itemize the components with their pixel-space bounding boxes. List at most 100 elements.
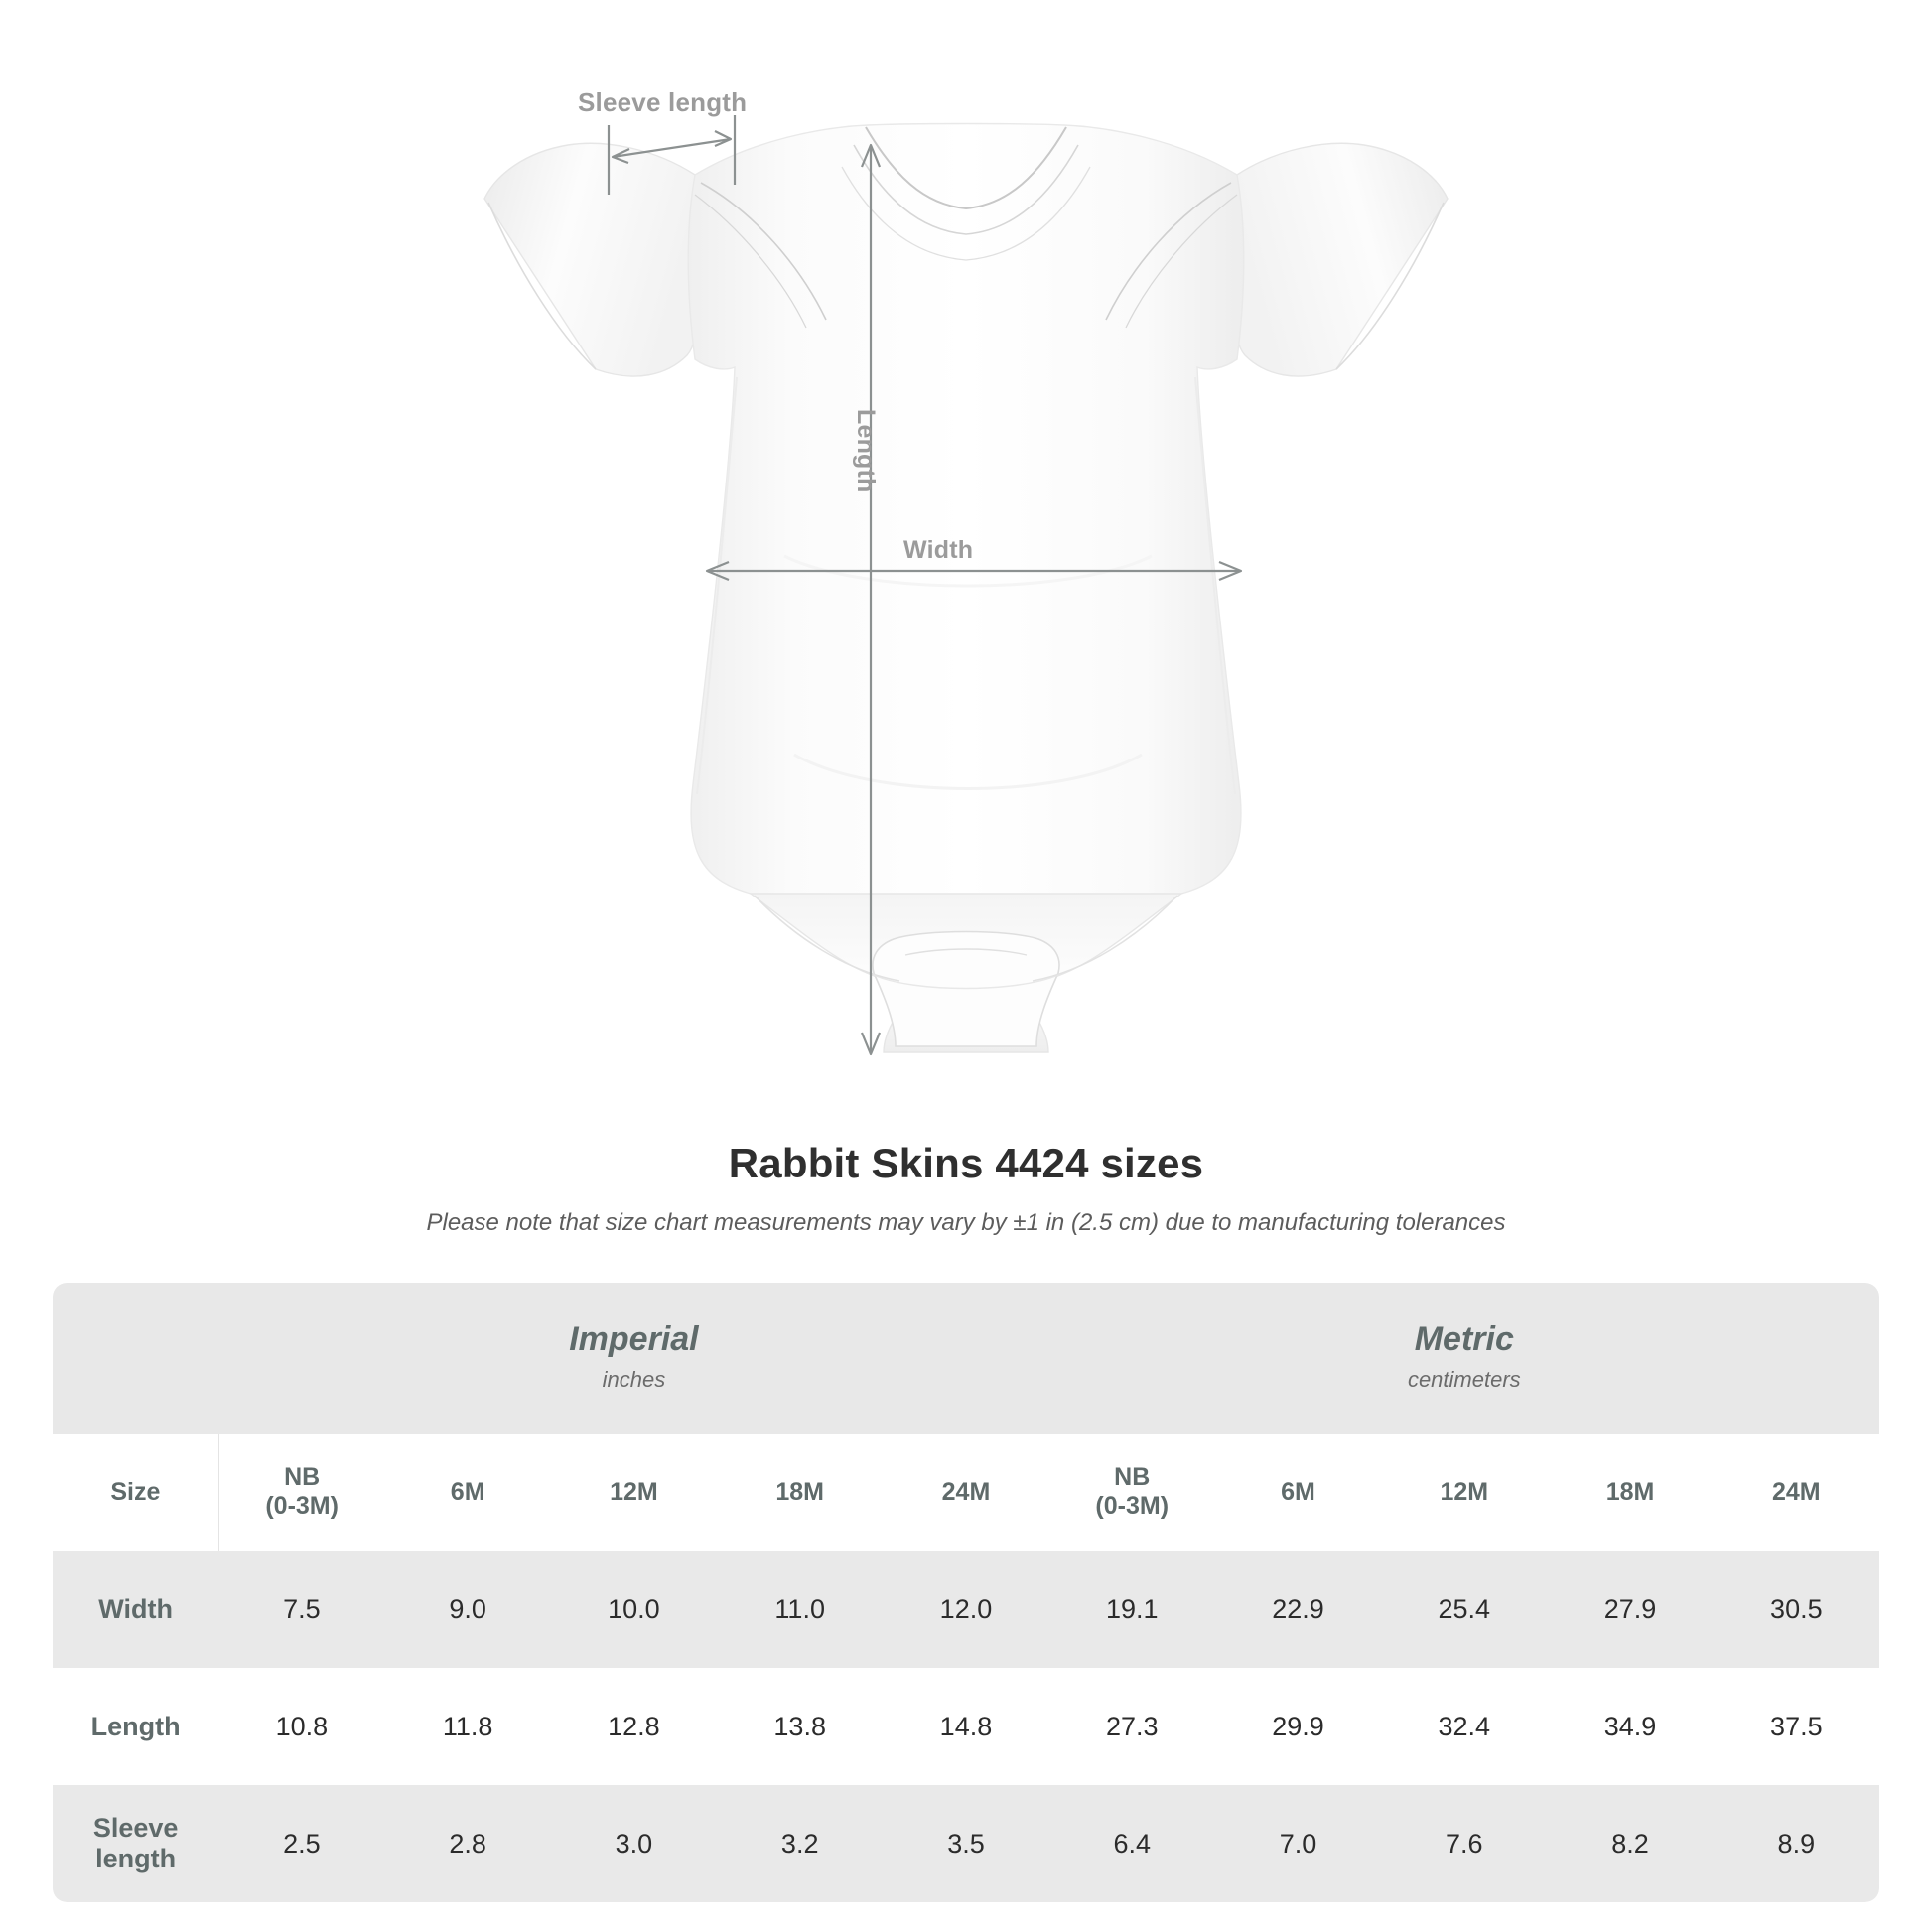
cell-width-1: 9.0 [384, 1551, 551, 1668]
cell-length-5: 27.3 [1048, 1668, 1215, 1785]
header-col-6: 6M [1214, 1434, 1382, 1551]
header-col-3-main: 18M [775, 1477, 825, 1506]
garment-body [483, 122, 1449, 1053]
header-col-7-main: 12M [1440, 1477, 1489, 1506]
row-label-length: Length [53, 1668, 219, 1785]
fabric-fold-2 [793, 753, 1143, 790]
page-title: Rabbit Skins 4424 sizes [728, 1140, 1204, 1186]
unit-sub-imperial: inches [602, 1366, 666, 1392]
header-col-2: 12M [550, 1434, 718, 1551]
cell-sleeve-0: 2.5 [218, 1785, 385, 1902]
left-side-fold [696, 376, 738, 795]
header-col-5-sub: (0-3M) [1095, 1492, 1170, 1520]
garment-diagram: Sleeve length Length Width [483, 87, 1449, 1056]
header-col-4: 24M [883, 1434, 1049, 1551]
size-table-wrapper: Imperial inches Metric centimeters Size … [53, 1283, 1879, 1902]
title-block: Rabbit Skins 4424 sizes Please note that… [0, 1140, 1932, 1237]
sleeve-length-dimension-label: Sleeve length [578, 87, 748, 117]
cell-sleeve-7: 7.6 [1381, 1785, 1548, 1902]
cell-width-9: 30.5 [1713, 1551, 1879, 1668]
width-dimension-label: Width [903, 536, 974, 564]
right-sleeve-hem [1335, 202, 1445, 370]
cell-length-3: 13.8 [717, 1668, 884, 1785]
length-dimension-label: Length [852, 409, 880, 493]
header-col-4-main: 24M [941, 1477, 991, 1506]
size-chart-table: Imperial inches Metric centimeters Size … [53, 1283, 1879, 1902]
header-col-6-main: 6M [1281, 1477, 1315, 1506]
cell-length-0: 10.8 [218, 1668, 385, 1785]
header-col-2-main: 12M [610, 1477, 658, 1506]
cell-width-2: 10.0 [550, 1551, 718, 1668]
header-col-0-main: NB [284, 1463, 321, 1491]
sleeve-arrowhead-right [714, 130, 733, 148]
right-leg-opening [1032, 895, 1178, 982]
fabric-fold-1 [783, 554, 1153, 588]
cell-sleeve-4: 3.5 [883, 1785, 1049, 1902]
header-col-8-main: 18M [1605, 1477, 1655, 1506]
unit-sub-metric: centimeters [1407, 1366, 1521, 1392]
unit-cell-imperial: Imperial inches [218, 1283, 1049, 1434]
unit-banner-spacer [53, 1283, 219, 1434]
cell-width-4: 12.0 [883, 1551, 1049, 1668]
sleeve-arrowhead-left [611, 148, 630, 165]
header-col-5: NB (0-3M) [1048, 1434, 1215, 1551]
neckband [841, 166, 1091, 261]
cell-sleeve-6: 7.0 [1214, 1785, 1382, 1902]
right-shoulder-seam-inner [1125, 194, 1238, 329]
header-col-9-main: 24M [1772, 1477, 1821, 1506]
table-row: Length 10.8 11.8 12.8 13.8 14.8 27.3 29.… [53, 1668, 1879, 1785]
cell-width-8: 27.9 [1547, 1551, 1714, 1668]
left-shoulder-seam [700, 182, 827, 321]
row-label-width: Width [53, 1551, 219, 1668]
header-col-5-main: NB [1114, 1463, 1151, 1491]
cell-width-0: 7.5 [218, 1551, 385, 1668]
cell-sleeve-3: 3.2 [717, 1785, 884, 1902]
header-col-9: 24M [1713, 1434, 1879, 1551]
size-header-row: Size NB (0-3M) 6M 12M 18M 24M [53, 1434, 1879, 1551]
cell-sleeve-9: 8.9 [1713, 1785, 1879, 1902]
header-col-0: NB (0-3M) [218, 1434, 385, 1551]
cell-length-2: 12.8 [550, 1668, 718, 1785]
cell-width-6: 22.9 [1214, 1551, 1382, 1668]
left-sleeve-hem [487, 202, 597, 370]
cell-length-1: 11.8 [384, 1668, 551, 1785]
header-col-1: 6M [384, 1434, 551, 1551]
header-col-3: 18M [717, 1434, 884, 1551]
table-row: Sleeve length 2.5 2.8 3.0 3.2 3.5 6.4 7.… [53, 1785, 1879, 1902]
header-col-7: 12M [1381, 1434, 1548, 1551]
cell-length-4: 14.8 [883, 1668, 1049, 1785]
torso [687, 122, 1245, 912]
cell-sleeve-1: 2.8 [384, 1785, 551, 1902]
cell-sleeve-2: 3.0 [550, 1785, 718, 1902]
snap-stitch [904, 948, 1028, 956]
snap-placket [872, 930, 1060, 1047]
right-shoulder-seam [1105, 182, 1232, 321]
snap-stitch-lower [873, 974, 1059, 990]
header-size-label: Size [53, 1434, 219, 1551]
row-label-sleeve-length: Sleeve length [53, 1785, 219, 1902]
page-subtitle: Please note that size chart measurements… [426, 1209, 1506, 1236]
cell-length-9: 37.5 [1713, 1668, 1879, 1785]
cell-sleeve-5: 6.4 [1048, 1785, 1215, 1902]
cell-width-5: 19.1 [1048, 1551, 1215, 1668]
cell-length-7: 32.4 [1381, 1668, 1548, 1785]
cell-width-7: 25.4 [1381, 1551, 1548, 1668]
header-col-8: 18M [1547, 1434, 1714, 1551]
unit-name-metric: Metric [1414, 1320, 1514, 1359]
left-leg-opening [754, 895, 900, 982]
cell-width-3: 11.0 [717, 1551, 884, 1668]
neckline-outer [865, 126, 1067, 210]
neckline-inner [853, 144, 1079, 235]
left-shoulder-seam-inner [694, 194, 807, 329]
length-arrowhead-bottom [860, 1032, 882, 1056]
dimension-lines [607, 115, 1243, 1056]
right-side-fold [1194, 376, 1236, 795]
cell-length-6: 29.9 [1214, 1668, 1382, 1785]
header-col-1-main: 6M [450, 1477, 485, 1506]
cell-sleeve-8: 8.2 [1547, 1785, 1714, 1902]
length-arrowhead-top [860, 143, 882, 168]
sleeve-arrow-line [612, 137, 732, 159]
cell-length-8: 34.9 [1547, 1668, 1714, 1785]
unit-name-imperial: Imperial [569, 1320, 699, 1359]
table-row: Width 7.5 9.0 10.0 11.0 12.0 19.1 22.9 2… [53, 1551, 1879, 1668]
